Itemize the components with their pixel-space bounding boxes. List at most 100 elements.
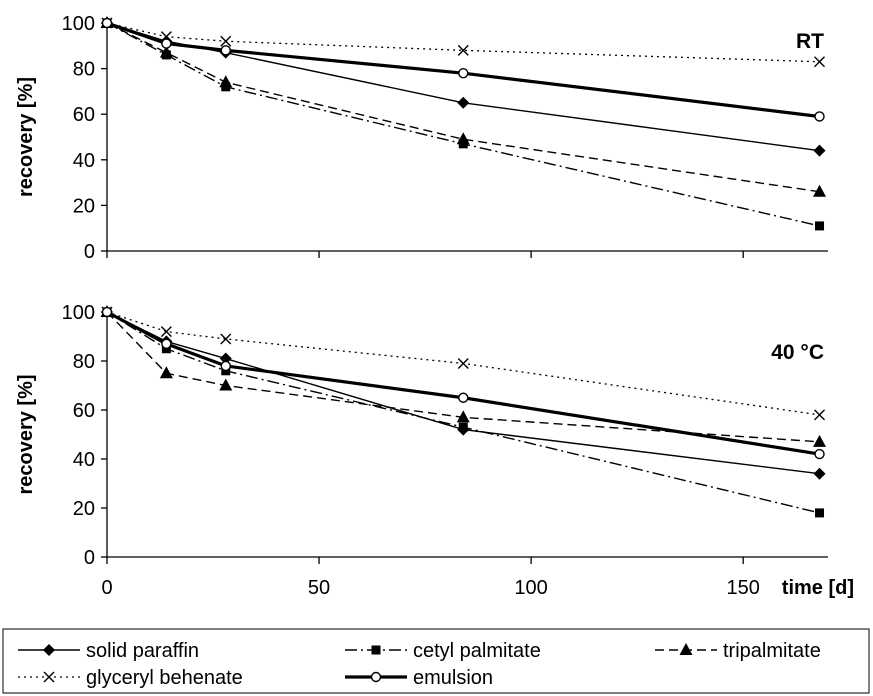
data-point <box>457 96 470 109</box>
triangle-marker <box>219 75 233 88</box>
x-tick-label: 150 <box>726 577 759 599</box>
legend-item-tripalmitate: tripalmitate <box>655 640 821 662</box>
x-marker-stroke-b <box>160 326 172 338</box>
data-point <box>220 360 231 372</box>
x-marker-stroke-b <box>814 409 826 421</box>
data-point <box>160 326 172 338</box>
triangle-marker <box>813 434 827 447</box>
legend-label: emulsion <box>413 667 493 689</box>
legend: solid paraffin cetyl palmitate tripalmitat… <box>2 628 870 694</box>
legend-label: tripalmitate <box>723 640 821 662</box>
data-point <box>159 366 173 379</box>
x-marker-stroke-b <box>814 56 826 68</box>
data-point <box>101 306 113 318</box>
y-tick-label: 40 <box>73 449 95 471</box>
y-tick-label: 60 <box>73 400 95 422</box>
y-tick-label: 0 <box>84 241 95 263</box>
series-line <box>106 22 820 227</box>
chart-panel-1: 0 20 40 60 80 100 recovery [%] RT <box>15 13 828 263</box>
x-marker-stroke-b <box>220 35 232 47</box>
data-point <box>456 132 470 145</box>
x-tick-label: 50 <box>308 577 330 599</box>
x-marker-stroke-b <box>43 671 55 683</box>
y-axis-title: recovery [%] <box>15 374 37 494</box>
circle-marker <box>101 17 113 29</box>
data-point <box>458 67 469 79</box>
y-tick-label: 80 <box>73 59 95 81</box>
data-point <box>815 221 825 231</box>
x-marker-stroke-b <box>220 333 232 345</box>
circle-marker <box>220 360 231 372</box>
data-point <box>813 467 826 480</box>
data-point <box>814 111 825 122</box>
square-marker <box>815 221 825 231</box>
data-point <box>813 184 827 197</box>
x-tick-label: 100 <box>514 577 547 599</box>
circle-marker <box>458 67 469 79</box>
data-point <box>220 45 231 56</box>
series-line <box>106 311 820 416</box>
chart-panel-2: 0 20 40 60 80 100 0 50 100 150 recovery [%] time [d… <box>15 302 854 599</box>
diamond-marker <box>43 644 55 656</box>
circle-marker <box>814 111 825 122</box>
circle-marker <box>814 448 825 460</box>
series-line <box>106 311 820 443</box>
data-point <box>458 422 468 432</box>
diamond-marker <box>813 144 826 157</box>
data-point <box>813 144 826 157</box>
data-point <box>815 508 825 518</box>
series-line <box>106 22 820 152</box>
x-axis-title: time [d] <box>782 577 854 599</box>
legend-marker <box>679 643 693 655</box>
data-point <box>458 392 469 403</box>
circle-marker <box>370 671 382 683</box>
y-axis-title: recovery [%] <box>15 77 37 197</box>
legend-marker <box>43 671 55 683</box>
data-point <box>813 434 827 447</box>
data-point <box>219 75 233 88</box>
circle-marker <box>101 306 113 318</box>
data-point <box>161 38 172 49</box>
legend-marker <box>370 671 382 683</box>
data-point <box>220 333 232 345</box>
square-marker <box>371 645 381 655</box>
data-point <box>219 352 232 365</box>
circle-marker <box>161 38 172 49</box>
series-emulsion <box>101 17 825 122</box>
data-point <box>814 409 826 421</box>
data-point <box>161 338 172 350</box>
diamond-marker <box>219 352 232 365</box>
legend-label: cetyl palmitate <box>413 640 541 662</box>
series-tripalmitate <box>100 16 827 197</box>
y-tick-label: 20 <box>73 498 95 520</box>
legend-marker <box>43 644 55 656</box>
data-point <box>814 448 825 460</box>
legend-marker <box>371 645 381 655</box>
y-tick-label: 0 <box>84 547 95 569</box>
data-point <box>101 17 113 29</box>
triangle-marker <box>219 378 233 391</box>
data-point <box>456 410 470 423</box>
legend-item-cetyl-palmitate: cetyl palmitate <box>345 640 541 662</box>
triangle-marker <box>159 45 173 58</box>
data-point <box>457 44 469 56</box>
triangle-marker <box>159 366 173 379</box>
series-glyceryl-behenate <box>101 17 826 68</box>
legend-label: solid paraffin <box>86 640 199 662</box>
data-point <box>159 45 173 58</box>
y-tick-label: 100 <box>62 13 95 35</box>
data-point <box>219 378 233 391</box>
y-tick-label: 80 <box>73 351 95 373</box>
legend-box <box>2 628 870 694</box>
circle-marker <box>161 338 172 350</box>
triangle-marker <box>813 184 827 197</box>
x-marker-stroke-b <box>457 44 469 56</box>
diamond-marker <box>813 467 826 480</box>
data-point <box>457 357 469 369</box>
y-tick-label: 20 <box>73 195 95 217</box>
x-tick-label: 0 <box>101 577 112 599</box>
diamond-marker <box>457 96 470 109</box>
condition-annotation: RT <box>796 30 824 53</box>
triangle-marker <box>456 410 470 423</box>
